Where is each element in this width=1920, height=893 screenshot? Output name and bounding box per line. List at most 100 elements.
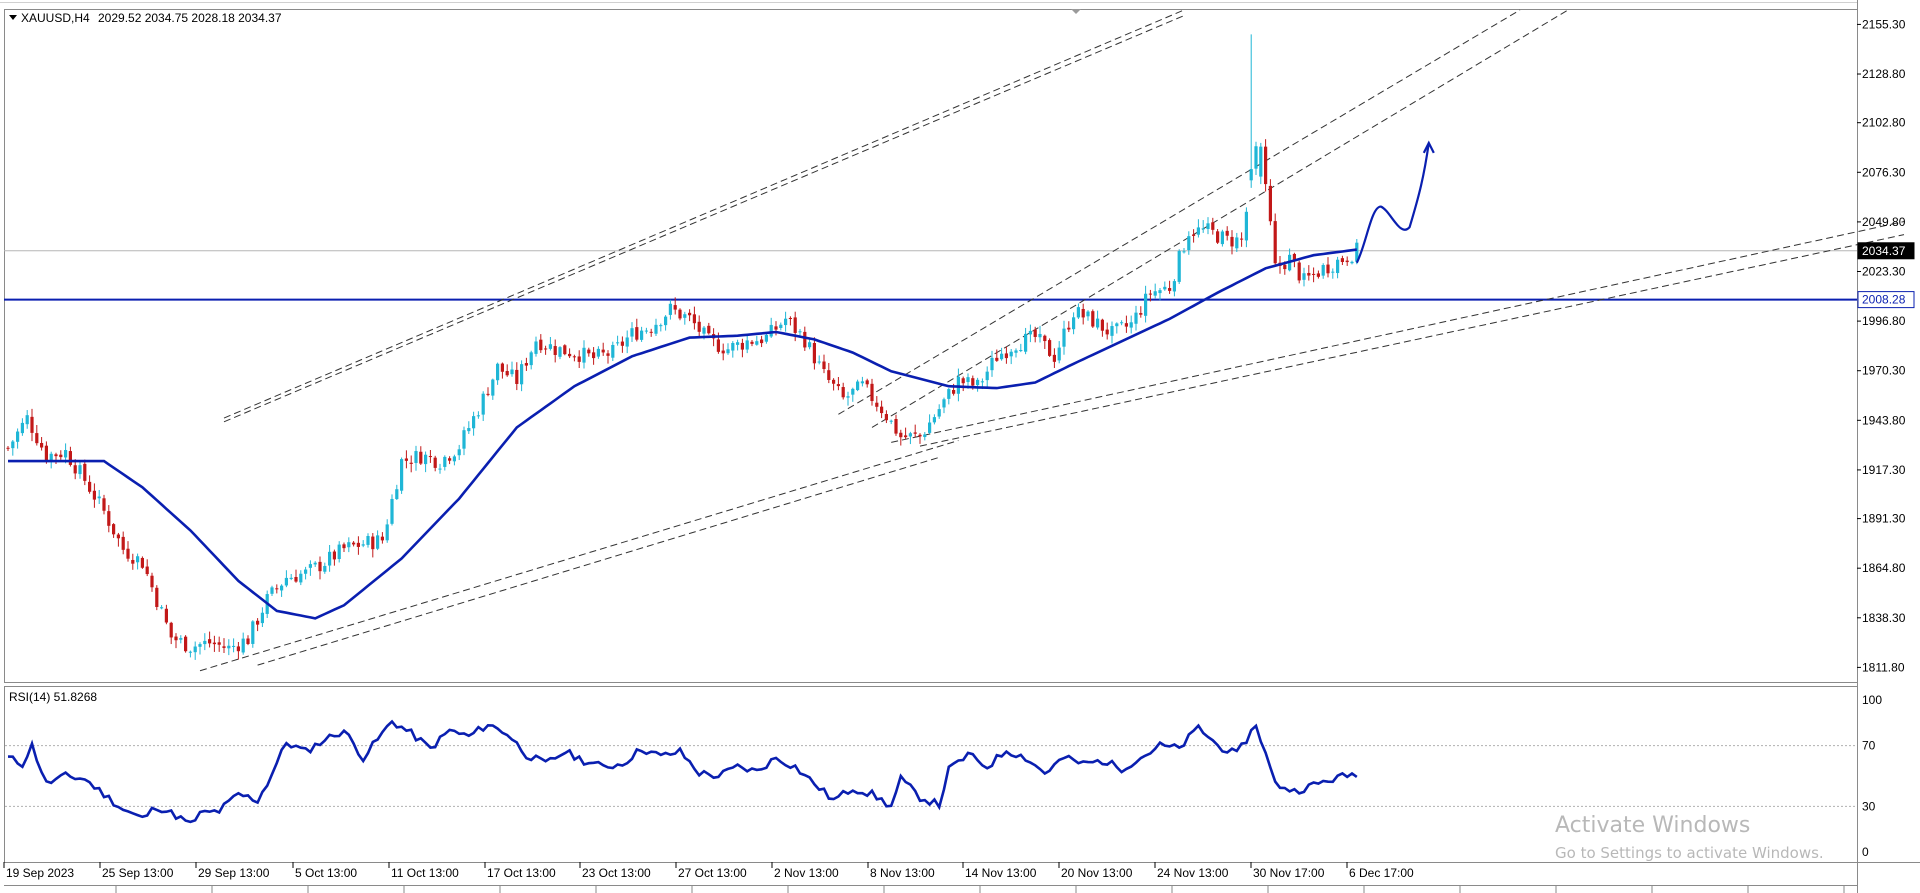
time-tick-label: 11 Oct 13:00 bbox=[391, 866, 459, 880]
candle bbox=[1273, 213, 1277, 267]
dropdown-triangle-icon[interactable] bbox=[9, 15, 17, 20]
main-panel-frame bbox=[4, 9, 1858, 683]
candle bbox=[611, 341, 615, 361]
price-tick-label: 1943.80 bbox=[1862, 413, 1906, 427]
candle bbox=[668, 299, 672, 320]
candle bbox=[947, 387, 951, 405]
candle bbox=[918, 433, 922, 444]
price-tick-label: 2049.80 bbox=[1862, 215, 1906, 229]
candle bbox=[784, 311, 788, 332]
candle bbox=[217, 636, 221, 652]
time-tick-label: 14 Nov 13:00 bbox=[965, 866, 1037, 880]
candle bbox=[832, 378, 836, 391]
candle bbox=[1062, 320, 1066, 355]
time-tick: 6 Dec 17:00 bbox=[1346, 862, 1414, 880]
candle bbox=[1144, 285, 1148, 323]
candle bbox=[985, 366, 989, 389]
candle bbox=[385, 519, 389, 543]
candle bbox=[1168, 280, 1172, 294]
candle bbox=[596, 346, 600, 359]
time-tick-label: 8 Nov 13:00 bbox=[870, 866, 935, 880]
candle bbox=[673, 297, 677, 315]
candle bbox=[6, 445, 10, 451]
shift-marker-icon[interactable] bbox=[1071, 9, 1081, 14]
candle bbox=[1182, 248, 1186, 254]
trend-channel-line[interactable] bbox=[257, 456, 940, 666]
candle bbox=[750, 340, 754, 347]
trend-channel-line[interactable] bbox=[919, 234, 1905, 447]
price-tick-label: 2076.30 bbox=[1862, 165, 1906, 179]
candle bbox=[1196, 219, 1200, 238]
price-tick: 1970.30 bbox=[1857, 364, 1906, 378]
price-tick: 1917.30 bbox=[1857, 463, 1906, 477]
rsi-panel-frame bbox=[4, 686, 1858, 863]
candle bbox=[558, 346, 562, 360]
time-tick: 30 Nov 17:00 bbox=[1250, 862, 1325, 880]
candle bbox=[678, 308, 682, 321]
candle bbox=[73, 459, 77, 480]
candle bbox=[764, 332, 768, 344]
time-tick-label: 17 Oct 13:00 bbox=[487, 866, 556, 880]
candle bbox=[188, 650, 192, 658]
price-tick: 2128.80 bbox=[1857, 67, 1906, 81]
candle bbox=[419, 446, 423, 466]
rsi-tick-label: 70 bbox=[1862, 739, 1876, 753]
candle bbox=[630, 322, 634, 342]
candle bbox=[923, 432, 927, 441]
candle bbox=[880, 400, 884, 419]
candle bbox=[443, 455, 447, 471]
candle bbox=[1148, 289, 1152, 302]
candle bbox=[452, 454, 456, 466]
symbol-label[interactable]: XAUUSD,H4 bbox=[21, 11, 90, 25]
candle bbox=[390, 494, 394, 526]
candle bbox=[1086, 310, 1090, 321]
trend-channel-line[interactable] bbox=[199, 440, 959, 672]
candle bbox=[726, 343, 730, 355]
candle bbox=[438, 463, 442, 474]
candle bbox=[313, 561, 317, 567]
candle bbox=[587, 347, 591, 357]
candle bbox=[260, 607, 264, 627]
candles-group bbox=[6, 34, 1359, 660]
price-axis: 2155.30 2128.80 2102.80 2076.30 2049.80 2023.… bbox=[1071, 9, 1915, 859]
projection-arrow[interactable] bbox=[1355, 142, 1430, 264]
price-tick: 1943.80 bbox=[1857, 413, 1906, 427]
candle bbox=[164, 604, 168, 625]
candle bbox=[697, 315, 701, 339]
candle bbox=[481, 391, 485, 421]
trend-channel-line[interactable] bbox=[838, 9, 1521, 415]
candle bbox=[1211, 217, 1215, 235]
candle bbox=[616, 335, 620, 346]
candle bbox=[1340, 255, 1344, 266]
price-tick-label: 2023.30 bbox=[1862, 264, 1906, 278]
price-tick-label: 2128.80 bbox=[1862, 67, 1906, 81]
price-tick-label: 1838.30 bbox=[1862, 611, 1906, 625]
candle bbox=[865, 378, 869, 388]
trend-channel-line[interactable] bbox=[891, 221, 1905, 443]
price-tick-label: 1864.80 bbox=[1862, 561, 1906, 575]
rsi-tick-label: 0 bbox=[1862, 845, 1869, 859]
candle bbox=[755, 335, 759, 346]
candle bbox=[308, 560, 312, 576]
candle bbox=[457, 444, 461, 461]
trend-channel-line[interactable] bbox=[871, 9, 1569, 428]
candle bbox=[1312, 267, 1316, 283]
trend-channel-line[interactable] bbox=[223, 15, 1185, 423]
trend-channel-line[interactable] bbox=[223, 9, 1185, 419]
candle bbox=[462, 426, 466, 456]
candle bbox=[212, 635, 216, 652]
candle bbox=[112, 523, 116, 538]
candle bbox=[620, 336, 624, 353]
price-tick: 2049.80 bbox=[1857, 215, 1906, 229]
candle bbox=[59, 450, 63, 460]
candle bbox=[812, 337, 816, 370]
time-tick-label: 6 Dec 17:00 bbox=[1349, 866, 1414, 880]
candle bbox=[606, 350, 610, 364]
price-tick: 2155.30 bbox=[1857, 17, 1906, 31]
candle bbox=[1302, 267, 1306, 287]
candle bbox=[1124, 315, 1128, 333]
candle bbox=[904, 427, 908, 439]
candle bbox=[1105, 322, 1109, 340]
time-axis: 19 Sep 2023 25 Sep 13:00 29 Sep 13:00 5 Oct… bbox=[3, 862, 1857, 893]
candle bbox=[1225, 226, 1229, 241]
